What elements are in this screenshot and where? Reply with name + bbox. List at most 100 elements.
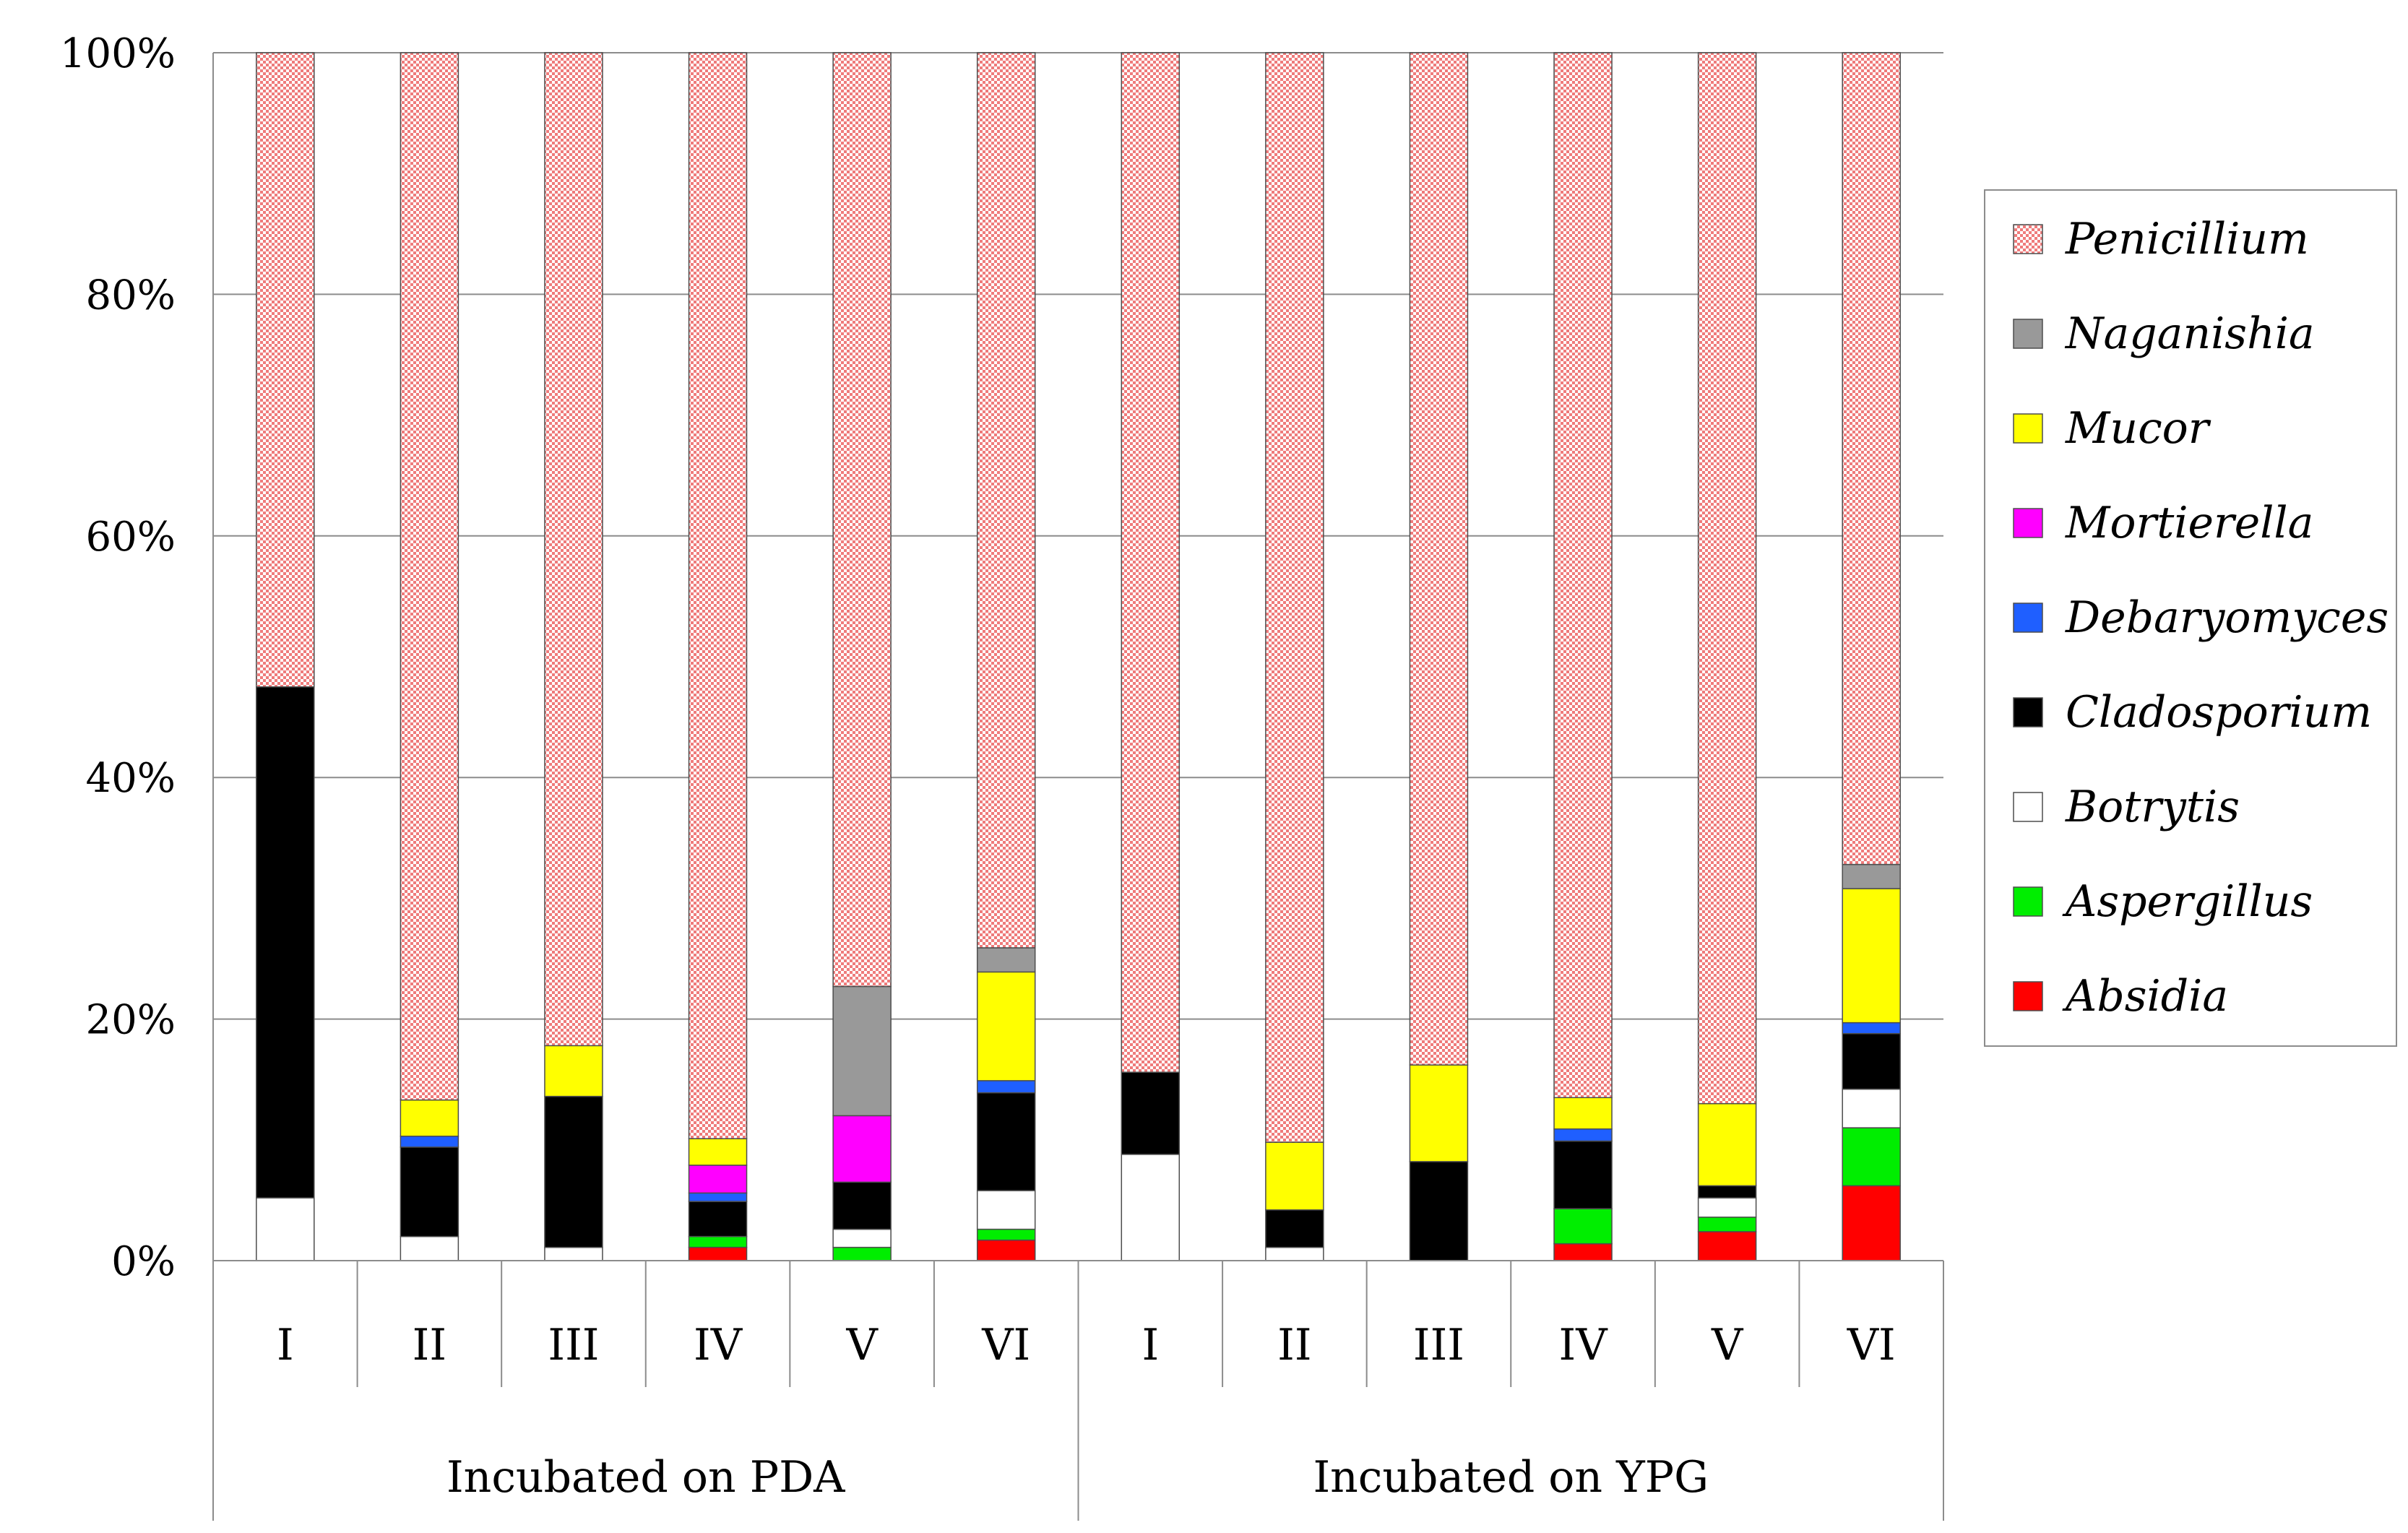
x-tick-label: IV: [694, 1320, 743, 1370]
bar-botrytis-pda-VI: [976, 1190, 1036, 1230]
bar-mucor-ypg-VI: [1842, 888, 1901, 1024]
group-label: Incubated on YPG: [1313, 1452, 1709, 1503]
bar-naganishia-ypg-VI: [1842, 863, 1901, 889]
bar-mortierella-pda-V: [832, 1115, 892, 1183]
legend-swatch-naganishia: [2013, 319, 2043, 349]
bar-debaryomyces-ypg-IV: [1553, 1128, 1613, 1142]
y-tick-label: 60%: [86, 514, 176, 561]
bar-aspergillus-ypg-IV: [1553, 1208, 1613, 1245]
bar-cladosporium-pda-III: [544, 1095, 603, 1248]
bar-aspergillus-ypg-VI: [1842, 1127, 1901, 1187]
bar-cladosporium-ypg-I: [1121, 1071, 1181, 1155]
legend-swatch-cladosporium: [2013, 697, 2043, 727]
x-tick-label: II: [1277, 1320, 1311, 1370]
bar-absidia-pda-IV: [688, 1246, 748, 1261]
bar-botrytis-ypg-V: [1697, 1197, 1757, 1218]
bar-cladosporium-ypg-V: [1697, 1185, 1757, 1199]
legend-box: [1984, 189, 2397, 1047]
bar-mucor-ypg-IV: [1553, 1097, 1613, 1130]
x-tick-label: III: [548, 1320, 599, 1370]
bar-botrytis-ypg-VI: [1842, 1088, 1901, 1128]
bar-cladosporium-pda-VI: [976, 1092, 1036, 1191]
legend-label-cladosporium: Cladosporium: [2066, 687, 2372, 738]
x-tick-label: VI: [981, 1320, 1030, 1370]
bar-cladosporium-ypg-III: [1409, 1161, 1469, 1261]
y-tick-label: 100%: [60, 30, 176, 77]
bar-penicillium-ypg-IV: [1553, 52, 1613, 1099]
y-tick-label: 0%: [111, 1238, 176, 1285]
bar-mucor-pda-IV: [688, 1138, 748, 1166]
legend: Penicillium Naganishia Mucor Mortierella Deb…: [1984, 189, 2397, 1047]
x-tick-label: IV: [1559, 1320, 1609, 1370]
bar-debaryomyces-pda-II: [400, 1136, 459, 1148]
legend-label-penicillium: Penicillium: [2065, 214, 2309, 264]
bar-penicillium-pda-II: [400, 52, 459, 1101]
bar-mucor-pda-II: [400, 1099, 459, 1137]
legend-swatch-absidia: [2013, 981, 2043, 1011]
bar-penicillium-ypg-II: [1265, 52, 1324, 1143]
legend-swatch-debaryomyces: [2013, 603, 2043, 633]
legend-swatch-mortierella: [2013, 508, 2043, 538]
bar-cladosporium-ypg-IV: [1553, 1140, 1613, 1209]
bar-cladosporium-ypg-II: [1265, 1209, 1324, 1248]
bar-botrytis-ypg-II: [1265, 1246, 1324, 1261]
bar-mucor-ypg-V: [1697, 1102, 1757, 1187]
bar-cladosporium-ypg-VI: [1842, 1032, 1901, 1090]
x-tick-label: VI: [1847, 1320, 1896, 1370]
bar-cladosporium-pda-II: [400, 1146, 459, 1238]
bar-penicillium-ypg-V: [1697, 52, 1757, 1105]
bar-penicillium-ypg-III: [1409, 52, 1469, 1066]
bar-botrytis-pda-I: [256, 1197, 315, 1261]
legend-label-debaryomyces: Debaryomyces: [2065, 592, 2388, 643]
legend-label-botrytis: Botrytis: [2065, 782, 2240, 832]
legend-label-absidia: Absidia: [2062, 971, 2228, 1022]
bar-cladosporium-pda-V: [832, 1181, 892, 1230]
bar-mucor-pda-VI: [976, 971, 1036, 1081]
bar-botrytis-ypg-I: [1121, 1154, 1181, 1261]
bar-penicillium-pda-I: [256, 52, 315, 688]
legend-swatch-penicillium: [2013, 224, 2043, 254]
bar-penicillium-pda-III: [544, 52, 603, 1047]
bar-penicillium-pda-VI: [976, 52, 1036, 949]
bar-penicillium-ypg-VI: [1842, 52, 1901, 865]
bar-debaryomyces-pda-IV: [688, 1192, 748, 1202]
bar-aspergillus-pda-IV: [688, 1235, 748, 1248]
bar-naganishia-pda-V: [832, 985, 892, 1117]
bar-mucor-ypg-III: [1409, 1064, 1469, 1162]
bar-mucor-pda-III: [544, 1045, 603, 1097]
bar-botrytis-pda-II: [400, 1235, 459, 1261]
bar-aspergillus-pda-V: [832, 1246, 892, 1261]
bar-naganishia-pda-VI: [976, 947, 1036, 973]
bar-absidia-ypg-VI: [1842, 1185, 1901, 1261]
legend-swatch-mucor: [2013, 413, 2043, 444]
legend-label-mortierella: Mortierella: [2065, 498, 2313, 548]
y-tick-label: 20%: [86, 997, 176, 1044]
x-tick-label: V: [845, 1320, 879, 1370]
bar-absidia-ypg-V: [1697, 1231, 1757, 1261]
legend-label-mucor: Mucor: [2065, 403, 2211, 454]
bar-debaryomyces-ypg-VI: [1842, 1022, 1901, 1035]
bar-penicillium-pda-V: [832, 52, 892, 988]
bar-penicillium-ypg-I: [1121, 52, 1181, 1073]
bar-penicillium-pda-IV: [688, 52, 748, 1139]
x-tick-label: III: [1413, 1320, 1464, 1370]
bar-aspergillus-ypg-V: [1697, 1217, 1757, 1232]
bars: [256, 52, 1901, 1261]
group-label: Incubated on PDA: [446, 1452, 845, 1503]
x-tick-label: V: [1711, 1320, 1744, 1370]
legend-swatch-aspergillus: [2013, 886, 2043, 917]
bar-cladosporium-pda-I: [256, 686, 315, 1199]
bar-aspergillus-pda-VI: [976, 1228, 1036, 1241]
bar-botrytis-pda-III: [544, 1246, 603, 1261]
x-tick-label: II: [413, 1320, 446, 1370]
bar-absidia-ypg-IV: [1553, 1243, 1613, 1261]
legend-swatch-botrytis: [2013, 792, 2043, 822]
legend-label-naganishia: Naganishia: [2064, 308, 2315, 359]
y-tick-label: 40%: [86, 755, 176, 802]
bar-debaryomyces-pda-VI: [976, 1080, 1036, 1094]
legend-label-aspergillus: Aspergillus: [2062, 876, 2313, 927]
bar-cladosporium-pda-IV: [688, 1201, 748, 1238]
bar-absidia-pda-VI: [976, 1239, 1036, 1261]
